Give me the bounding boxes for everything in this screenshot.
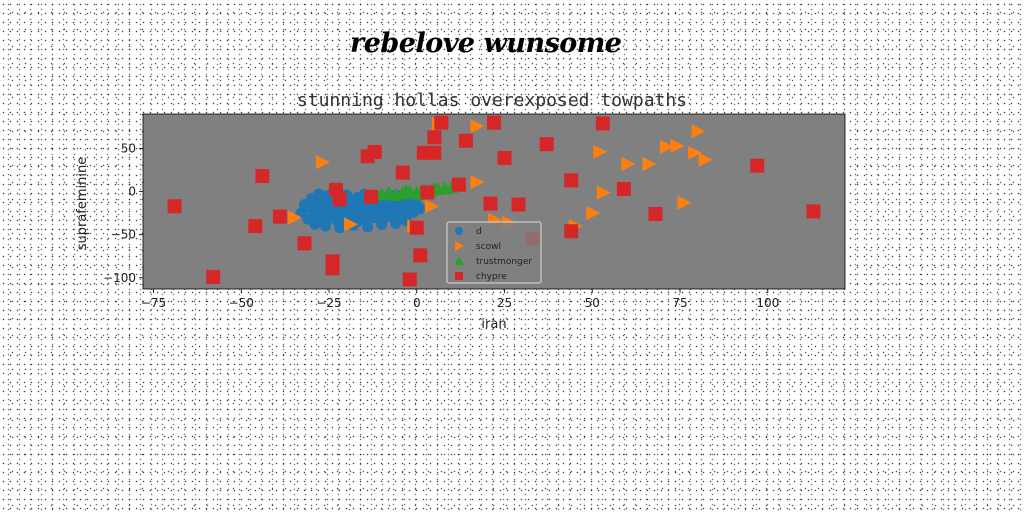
data-point-scowl (470, 119, 485, 134)
data-point-chypre (325, 261, 340, 276)
data-point-chypre (511, 197, 526, 212)
data-point-chypre (483, 196, 498, 211)
data-point-chypre (367, 144, 382, 159)
data-point-d (362, 221, 374, 233)
data-point-d (376, 218, 388, 230)
x-tick-label: 25 (497, 296, 512, 310)
data-point-d (309, 218, 321, 230)
x-tick-label: −50 (229, 296, 254, 310)
legend-marker-scowl (455, 241, 464, 251)
data-point-scowl (287, 210, 302, 225)
series-scowl (287, 117, 713, 234)
x-tick-label: 75 (672, 296, 687, 310)
data-point-chypre (272, 209, 287, 224)
data-point-chypre (564, 173, 579, 188)
data-point-chypre (332, 192, 347, 207)
y-tick-label: 0 (128, 185, 136, 199)
legend-label-trustmonger: trustmonger (476, 257, 532, 267)
data-point-scowl (596, 185, 611, 200)
data-point-d (390, 217, 402, 229)
y-axis-ticks: −100 −50 0 50 (103, 141, 143, 285)
y-axis-label: suprafeminine (75, 157, 90, 251)
data-point-chypre (248, 219, 263, 234)
data-point-scowl (316, 155, 331, 170)
data-point-chypre (595, 116, 610, 131)
data-point-scowl (677, 195, 692, 210)
data-point-chypre (539, 137, 554, 152)
y-tick-label: −100 (103, 271, 136, 285)
x-tick-label: 50 (585, 296, 600, 310)
data-point-chypre (297, 236, 312, 251)
data-point-d (316, 208, 328, 220)
data-point-chypre (395, 165, 410, 180)
data-point-d (414, 203, 426, 215)
data-point-chypre (409, 220, 424, 235)
data-point-chypre (420, 185, 435, 200)
data-point-chypre (167, 199, 182, 214)
legend-frame (446, 221, 542, 284)
data-point-d (302, 201, 314, 213)
data-point-chypre (497, 150, 512, 165)
legend-label-d: d (476, 227, 482, 237)
legend-marker-d (455, 227, 463, 235)
data-point-scowl (698, 152, 713, 167)
data-point-chypre (434, 115, 449, 130)
data-point-chypre (413, 248, 428, 263)
legend-label-scowl: scowl (476, 242, 501, 252)
figure-title: rebelove wunsome (350, 28, 622, 59)
x-axis-label: iran (481, 317, 506, 332)
y-tick-label: −50 (111, 228, 136, 242)
data-point-d (355, 197, 367, 209)
data-point-d (334, 222, 346, 234)
data-point-chypre (750, 158, 765, 173)
data-point-scowl (688, 145, 703, 160)
x-tick-label: 100 (756, 296, 779, 310)
data-point-d (320, 220, 332, 232)
data-point-scowl (593, 144, 608, 159)
data-point-chypre (648, 207, 663, 221)
x-axis-ticks: −75 −50 −25 0 25 50 75 100 (141, 289, 779, 310)
data-point-scowl (670, 138, 685, 153)
data-point-chypre (564, 224, 579, 239)
data-point-chypre (806, 204, 821, 219)
x-tick-label: 0 (413, 296, 421, 310)
legend: d scowl trustmonger chypre (446, 221, 542, 284)
data-point-scowl (642, 157, 657, 171)
data-point-d (383, 205, 395, 217)
chart-title: stunning hollas overexposed towpaths (297, 90, 687, 111)
legend-marker-trustmonger (454, 256, 464, 265)
data-point-chypre (427, 145, 442, 160)
data-point-scowl (586, 206, 601, 221)
x-tick-label: −25 (316, 296, 341, 310)
data-point-scowl (424, 199, 439, 214)
legend-marker-chypre (455, 272, 463, 280)
data-point-chypre (616, 182, 631, 196)
data-point-scowl (344, 217, 359, 232)
data-point-chypre (487, 115, 501, 130)
data-point-chypre (458, 133, 473, 148)
data-point-scowl (659, 139, 674, 154)
data-point-chypre (255, 169, 270, 184)
data-point-chypre (427, 130, 442, 145)
data-point-chypre (416, 145, 431, 160)
data-point-chypre (451, 177, 466, 192)
y-tick-label: 50 (121, 141, 136, 155)
data-point-scowl (470, 175, 485, 190)
data-point-chypre (364, 189, 379, 204)
data-point-d (355, 212, 367, 224)
data-point-chypre (206, 269, 221, 284)
x-tick-label: −75 (141, 296, 166, 310)
data-point-trustmonger (399, 183, 414, 197)
data-point-scowl (621, 157, 636, 171)
legend-label-chypre: chypre (476, 272, 507, 282)
data-point-d (344, 206, 356, 218)
data-point-scowl (691, 124, 706, 139)
data-point-chypre (402, 272, 417, 287)
